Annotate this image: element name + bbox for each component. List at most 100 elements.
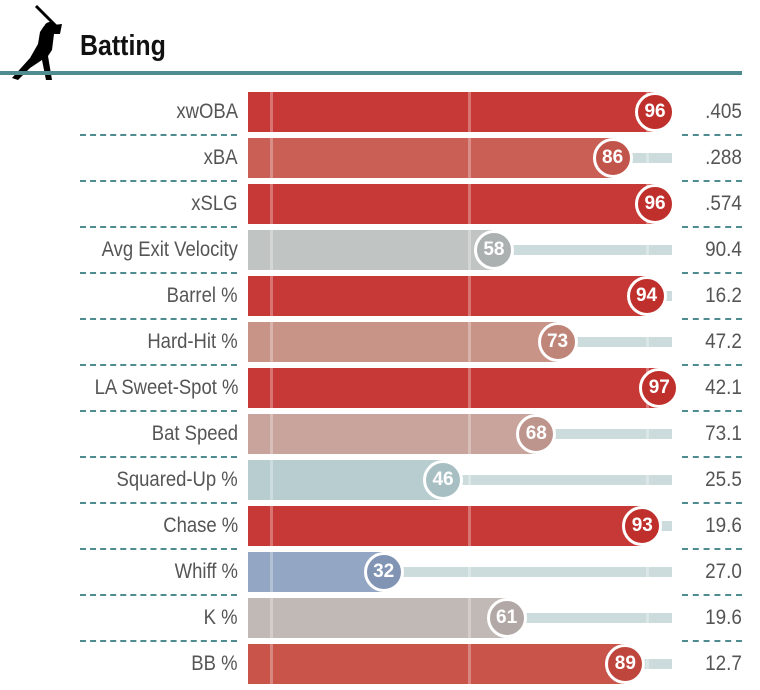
metric-value: 42.1 xyxy=(705,376,742,399)
percentile-bar[interactable] xyxy=(248,368,660,408)
percentile-bar[interactable] xyxy=(248,506,643,546)
metric-row: Chase % 93 19.6 xyxy=(0,506,760,546)
metric-value: 19.6 xyxy=(705,606,742,629)
percentile-track xyxy=(248,567,672,577)
percentile-circle[interactable]: 96 xyxy=(635,92,676,132)
tick-10 xyxy=(270,598,273,638)
percentile-bar[interactable] xyxy=(248,184,656,224)
percentile-circle[interactable]: 96 xyxy=(635,184,676,224)
tick-10 xyxy=(270,322,273,362)
metric-row: Whiff % 32 27.0 xyxy=(0,552,760,592)
percentile-circle[interactable]: 86 xyxy=(592,138,633,178)
row-divider xyxy=(682,410,742,412)
row-divider xyxy=(682,456,742,458)
percentile-bar[interactable] xyxy=(248,414,537,454)
metric-label: Bat Speed xyxy=(151,422,238,445)
metric-label: xSLG xyxy=(191,192,238,215)
metric-value: 73.1 xyxy=(705,422,742,445)
row-divider xyxy=(80,226,237,228)
percentile-circle[interactable]: 68 xyxy=(516,414,557,454)
metric-row: Avg Exit Velocity 58 90.4 xyxy=(0,230,760,270)
percentile-circle[interactable]: 46 xyxy=(423,460,464,500)
tick-90 xyxy=(646,552,649,592)
tick-50 xyxy=(468,138,471,178)
row-divider xyxy=(80,364,237,366)
row-divider xyxy=(80,134,237,136)
percentile-circle[interactable]: 32 xyxy=(363,552,404,592)
row-divider xyxy=(682,272,742,274)
percentile-bar[interactable] xyxy=(248,92,656,132)
percentile-bar[interactable] xyxy=(248,276,647,316)
metric-row: LA Sweet-Spot % 97 42.1 xyxy=(0,368,760,408)
metric-label: xwOBA xyxy=(176,100,238,123)
tick-90 xyxy=(646,322,649,362)
metric-value: 25.5 xyxy=(705,468,742,491)
row-divider xyxy=(682,640,742,642)
percentile-bar[interactable] xyxy=(248,598,507,638)
percentile-circle[interactable]: 94 xyxy=(626,276,667,316)
percentile-bar[interactable] xyxy=(248,230,494,270)
row-divider xyxy=(80,456,237,458)
metric-row: xwOBA 96 .405 xyxy=(0,92,760,132)
tick-50 xyxy=(468,644,471,684)
metric-value: .288 xyxy=(705,146,742,169)
tick-90 xyxy=(646,414,649,454)
tick-10 xyxy=(270,276,273,316)
metric-row: xBA 86 .288 xyxy=(0,138,760,178)
batter-silhouette-icon xyxy=(12,4,62,80)
tick-50 xyxy=(468,598,471,638)
metric-row: Bat Speed 68 73.1 xyxy=(0,414,760,454)
percentile-bar[interactable] xyxy=(248,644,626,684)
tick-10 xyxy=(270,368,273,408)
row-divider xyxy=(682,226,742,228)
row-divider xyxy=(80,594,237,596)
row-divider xyxy=(682,364,742,366)
tick-10 xyxy=(270,230,273,270)
metric-label: Chase % xyxy=(163,514,238,537)
metric-value: .405 xyxy=(705,100,742,123)
metric-row: Squared-Up % 46 25.5 xyxy=(0,460,760,500)
row-divider xyxy=(80,318,237,320)
tick-90 xyxy=(646,230,649,270)
header-rule xyxy=(0,71,742,75)
metric-value: 27.0 xyxy=(705,560,742,583)
percentile-circle[interactable]: 61 xyxy=(486,598,527,638)
row-divider xyxy=(80,640,237,642)
metric-label: LA Sweet-Spot % xyxy=(94,376,238,399)
tick-10 xyxy=(270,92,273,132)
percentile-circle[interactable]: 89 xyxy=(605,644,646,684)
tick-50 xyxy=(468,230,471,270)
tick-10 xyxy=(270,460,273,500)
percentile-bar[interactable] xyxy=(248,138,613,178)
metric-value: 47.2 xyxy=(705,330,742,353)
tick-50 xyxy=(468,322,471,362)
tick-50 xyxy=(468,552,471,592)
row-divider xyxy=(682,548,742,550)
tick-90 xyxy=(646,644,649,684)
row-divider xyxy=(80,502,237,504)
row-divider xyxy=(80,272,237,274)
metric-value: 12.7 xyxy=(705,652,742,675)
tick-50 xyxy=(468,506,471,546)
tick-90 xyxy=(646,138,649,178)
tick-50 xyxy=(468,184,471,224)
metric-value: 90.4 xyxy=(705,238,742,261)
tick-50 xyxy=(468,92,471,132)
row-divider xyxy=(682,134,742,136)
tick-90 xyxy=(646,460,649,500)
percentile-circle[interactable]: 93 xyxy=(622,506,663,546)
tick-10 xyxy=(270,644,273,684)
percentile-bar[interactable] xyxy=(248,322,558,362)
metric-row: BB % 89 12.7 xyxy=(0,644,760,684)
metric-value: .574 xyxy=(705,192,742,215)
percentile-bar[interactable] xyxy=(248,552,384,592)
percentile-circle[interactable]: 58 xyxy=(473,230,514,270)
metric-label: xBA xyxy=(204,146,238,169)
percentile-bar[interactable] xyxy=(248,460,444,500)
percentile-circle[interactable]: 97 xyxy=(639,368,680,408)
row-divider xyxy=(682,180,742,182)
percentile-circle[interactable]: 73 xyxy=(537,322,578,362)
metric-label: Barrel % xyxy=(167,284,238,307)
tick-90 xyxy=(646,598,649,638)
metric-label: K % xyxy=(204,606,238,629)
